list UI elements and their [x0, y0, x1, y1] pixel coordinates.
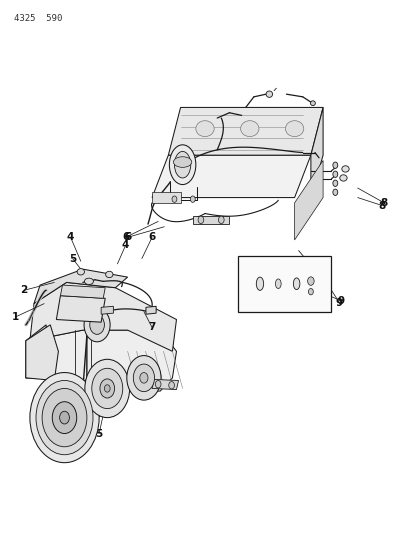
Text: 5: 5 [69, 254, 76, 263]
Circle shape [169, 382, 174, 389]
Circle shape [190, 196, 195, 203]
Polygon shape [152, 155, 310, 198]
Circle shape [172, 196, 176, 203]
Polygon shape [34, 269, 127, 304]
Text: 8: 8 [380, 198, 387, 208]
Ellipse shape [169, 145, 196, 184]
Circle shape [100, 379, 115, 398]
Text: 6: 6 [148, 232, 155, 243]
Circle shape [139, 373, 148, 383]
Ellipse shape [310, 101, 315, 106]
Polygon shape [60, 285, 105, 298]
Ellipse shape [265, 91, 272, 98]
Polygon shape [152, 192, 180, 203]
Circle shape [52, 402, 76, 433]
Polygon shape [192, 216, 229, 224]
Circle shape [42, 389, 87, 447]
Circle shape [36, 381, 93, 455]
Polygon shape [168, 108, 322, 155]
Polygon shape [26, 325, 58, 381]
Circle shape [218, 216, 224, 223]
Text: 4: 4 [67, 232, 74, 243]
Ellipse shape [77, 269, 84, 275]
Circle shape [308, 288, 312, 295]
Polygon shape [30, 282, 176, 351]
Polygon shape [56, 296, 105, 322]
Circle shape [155, 381, 161, 388]
Text: 5: 5 [95, 429, 103, 439]
Circle shape [92, 368, 122, 409]
Polygon shape [310, 108, 322, 198]
Bar [237, 256, 330, 312]
Ellipse shape [339, 175, 346, 181]
Polygon shape [26, 325, 46, 378]
Polygon shape [26, 330, 176, 391]
Ellipse shape [173, 157, 191, 167]
Text: 9: 9 [337, 296, 344, 306]
Polygon shape [146, 306, 156, 314]
Circle shape [84, 308, 110, 342]
Ellipse shape [240, 120, 258, 136]
Text: 2: 2 [20, 285, 27, 295]
Ellipse shape [341, 166, 348, 172]
Circle shape [59, 411, 69, 424]
Text: 9: 9 [335, 297, 342, 308]
Polygon shape [101, 306, 113, 314]
Circle shape [332, 189, 337, 196]
Circle shape [198, 216, 203, 223]
Text: 6: 6 [124, 232, 131, 243]
Ellipse shape [285, 120, 303, 136]
Circle shape [133, 364, 154, 392]
Circle shape [30, 373, 99, 463]
Text: 1: 1 [12, 312, 19, 322]
Text: 4325  590: 4325 590 [13, 13, 62, 22]
Circle shape [104, 385, 110, 392]
Circle shape [332, 171, 337, 177]
Polygon shape [152, 379, 178, 390]
Circle shape [332, 162, 337, 168]
Ellipse shape [293, 278, 299, 289]
Ellipse shape [106, 271, 113, 278]
Circle shape [85, 359, 129, 418]
Text: 6: 6 [121, 232, 129, 243]
Text: 4: 4 [121, 240, 129, 251]
Ellipse shape [256, 277, 263, 290]
Ellipse shape [275, 279, 281, 288]
Circle shape [307, 277, 313, 285]
Ellipse shape [84, 278, 93, 285]
Circle shape [332, 180, 337, 187]
Text: 8: 8 [378, 200, 385, 211]
Ellipse shape [196, 120, 213, 136]
Polygon shape [294, 160, 322, 240]
Text: 7: 7 [148, 322, 155, 333]
Ellipse shape [174, 151, 190, 178]
Circle shape [90, 316, 104, 334]
Text: 3: 3 [77, 445, 84, 455]
Circle shape [126, 356, 161, 400]
